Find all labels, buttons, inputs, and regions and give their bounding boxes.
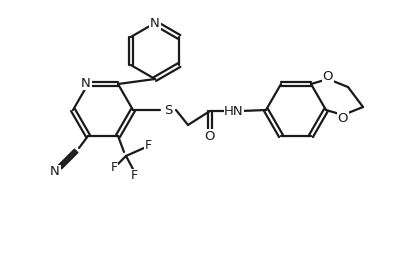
Text: HN: HN bbox=[224, 104, 243, 117]
Text: O: O bbox=[204, 130, 215, 142]
Text: S: S bbox=[164, 103, 172, 117]
Text: O: O bbox=[337, 111, 347, 125]
Text: F: F bbox=[144, 140, 151, 152]
Text: N: N bbox=[81, 77, 91, 90]
Text: O: O bbox=[322, 69, 333, 83]
Text: N: N bbox=[50, 165, 60, 179]
Text: F: F bbox=[110, 162, 117, 174]
Text: N: N bbox=[150, 17, 160, 29]
Text: F: F bbox=[130, 170, 137, 182]
